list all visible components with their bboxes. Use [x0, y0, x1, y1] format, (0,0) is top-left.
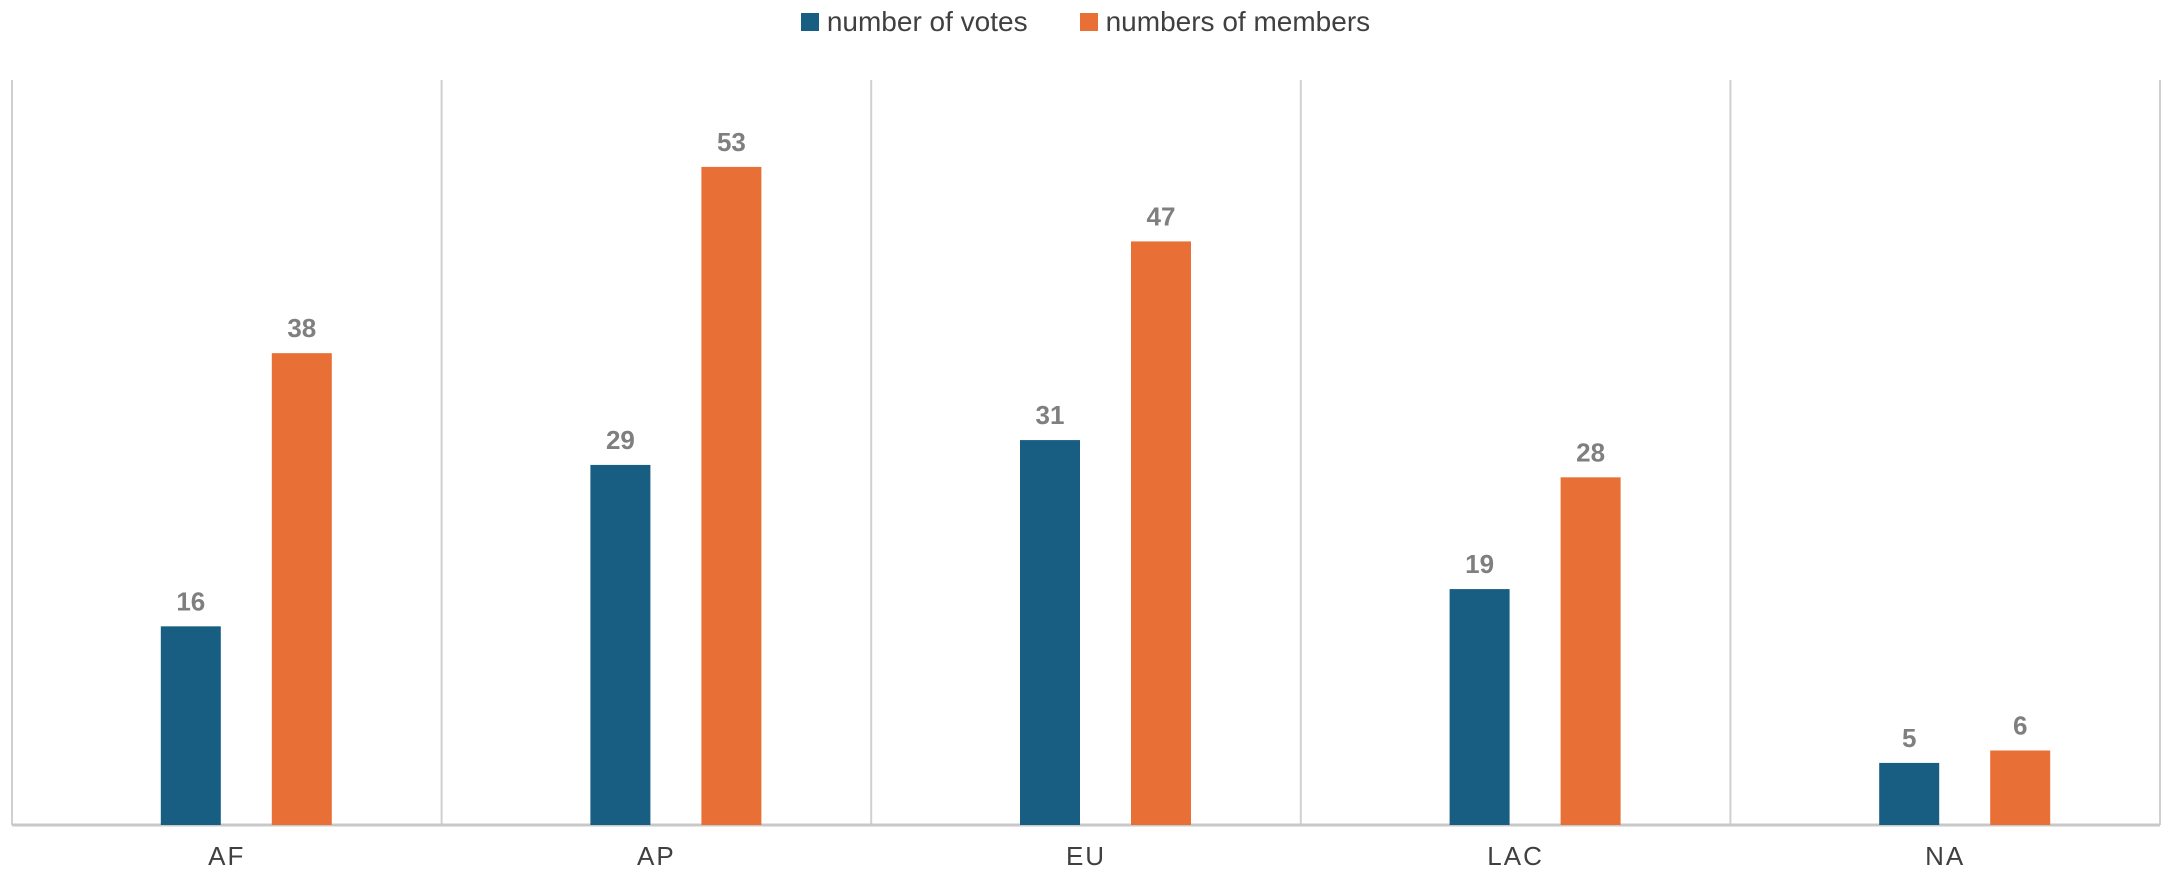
legend-label-votes: number of votes: [826, 6, 1028, 37]
x-tick-label: NA: [1925, 841, 1965, 871]
data-label: 53: [717, 127, 746, 157]
legend-item-votes: number of votes: [800, 6, 1028, 38]
bar-members: [1131, 241, 1191, 825]
x-tick-label: EU: [1066, 841, 1106, 871]
bar-votes: [160, 626, 221, 825]
data-label: 31: [1036, 400, 1065, 430]
bar-members: [271, 353, 332, 825]
legend-swatch-votes: [800, 13, 819, 31]
data-label: 5: [1902, 723, 1916, 753]
data-label: 47: [1147, 201, 1176, 231]
legend-label-members: numbers of members: [1105, 6, 1371, 37]
x-tick-label: AP: [637, 841, 676, 871]
data-label: 28: [1576, 437, 1605, 467]
data-label: 38: [287, 313, 316, 343]
bar-votes: [590, 464, 651, 825]
data-label: 6: [2013, 711, 2027, 741]
bar-votes: [1449, 589, 1510, 825]
bar-members: [1990, 750, 2051, 825]
bar-members: [701, 166, 762, 825]
data-label: 16: [176, 586, 205, 616]
bar-votes: [1879, 762, 1940, 825]
bar-votes: [1020, 440, 1080, 825]
data-label: 29: [606, 425, 635, 455]
legend-swatch-members: [1079, 13, 1098, 31]
chart-legend: number of votes numbers of members: [0, 6, 2171, 38]
bar-members: [1560, 477, 1621, 825]
x-tick-label: AF: [208, 841, 245, 871]
x-tick-label: LAC: [1487, 841, 1544, 871]
data-label: 19: [1465, 549, 1494, 579]
legend-item-members: numbers of members: [1079, 6, 1371, 38]
